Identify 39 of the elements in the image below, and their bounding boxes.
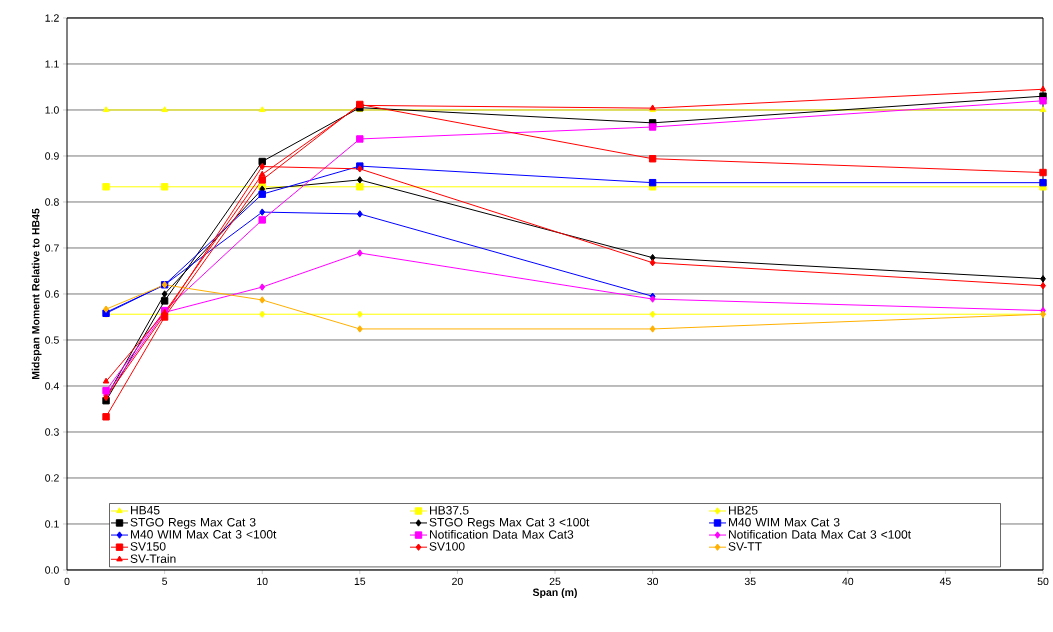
y-tick-label: 0.1 xyxy=(45,520,59,528)
legend-label: M40 WIM Max Cat 3 <100t xyxy=(130,530,277,539)
x-tick-label: 35 xyxy=(744,577,756,586)
legend-label: SV-Train xyxy=(130,554,176,563)
legend-label: HB45 xyxy=(130,506,160,515)
y-tick-label: 1.1 xyxy=(45,60,59,68)
legend-label: HB37.5 xyxy=(429,506,469,515)
y-tick-label: 0.0 xyxy=(45,566,59,574)
x-tick-label: 30 xyxy=(647,577,659,586)
x-tick-label: 0 xyxy=(64,577,70,586)
y-tick-label: 0.5 xyxy=(45,336,59,344)
legend-label: Notification Data Max Cat 3 <100t xyxy=(729,529,911,539)
x-tick-label: 45 xyxy=(939,577,951,586)
x-axis-title: Span (m) xyxy=(532,588,577,599)
legend-label: STGO Regs Max Cat 3 xyxy=(130,517,256,529)
legend-label: HB25 xyxy=(729,506,758,515)
y-tick-label: 0.9 xyxy=(45,152,59,160)
legend-label: Notification Data Max Cat3 xyxy=(429,529,574,539)
x-tick-label: 15 xyxy=(354,577,366,586)
y-tick-label: 0.7 xyxy=(45,244,59,252)
x-tick-label: 10 xyxy=(257,577,268,586)
y-tick-label: 1.2 xyxy=(45,14,59,22)
legend-label: M40 WIM Max Cat 3 xyxy=(729,517,840,527)
y-tick-label: 1.0 xyxy=(45,106,59,114)
x-tick-label: 40 xyxy=(842,577,854,586)
y-tick-label: 0.3 xyxy=(45,428,59,436)
legend-label: SV-TT xyxy=(728,542,762,551)
x-tick-label: 20 xyxy=(452,577,463,586)
y-axis-title: Midspan Moment Relative to HB45 xyxy=(31,208,42,380)
y-tick-label: 0.6 xyxy=(45,290,59,298)
legend-label: STGO Regs Max Cat 3 <100t xyxy=(429,517,590,529)
y-tick-label: 0.4 xyxy=(45,382,59,390)
legend-label: SV150 xyxy=(130,542,166,551)
y-tick-label: 0.2 xyxy=(45,474,59,482)
x-tick-label: 25 xyxy=(549,577,561,586)
legend-label: SV100 xyxy=(429,542,465,551)
x-tick-label: 50 xyxy=(1037,577,1049,586)
y-tick-label: 0.8 xyxy=(45,198,59,206)
x-tick-label: 5 xyxy=(162,577,168,586)
